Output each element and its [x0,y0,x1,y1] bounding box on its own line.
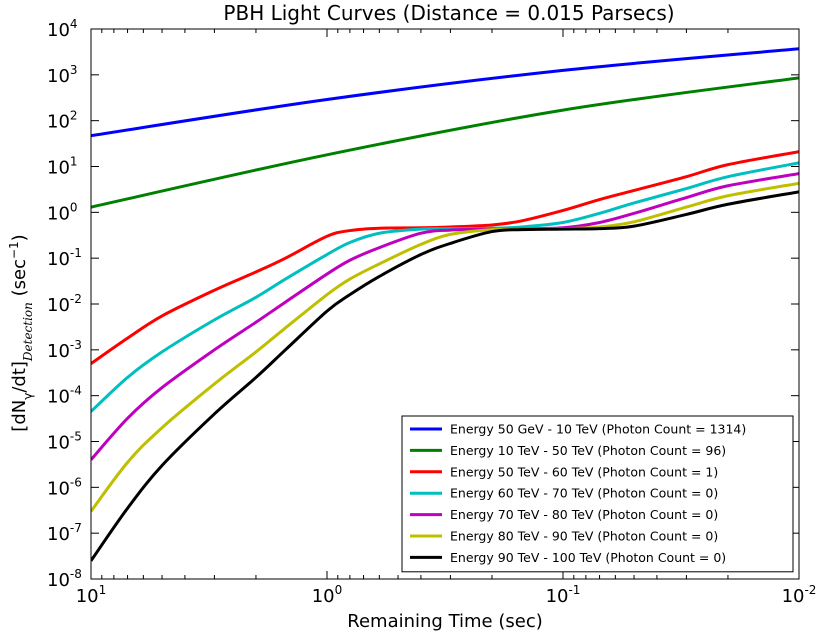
legend-label: Energy 80 TeV - 90 TeV (Photon Count = 0… [450,529,718,544]
chart-title: PBH Light Curves (Distance = 0.015 Parse… [223,1,674,25]
y-tick-label: 104 [47,17,78,41]
y-tick-exp: -1 [70,246,82,260]
y-tick-base: 10 [47,158,70,179]
y-tick-base: 10 [47,341,70,362]
y-tick-label: 10-7 [47,521,82,545]
y-tick-label: 10-4 [47,384,82,408]
y-tick-exp: 2 [70,109,78,123]
series-line-4 [91,161,799,413]
plot-lines [91,47,799,562]
y-tick-exp: -5 [70,430,82,444]
series-line-6 [91,181,799,513]
y-tick-base: 10 [47,524,70,545]
y-tick-base: 10 [47,203,70,224]
y-tick-label: 101 [47,155,78,179]
y-tick-label: 10-5 [47,430,82,454]
x-tick-base: 10 [312,586,335,607]
y-tick-base: 10 [47,295,70,316]
y-tick-exp: -4 [70,384,82,398]
y-label-sub-gamma: γ [21,393,35,400]
series-line-5 [91,172,799,461]
y-tick-base: 10 [47,478,70,499]
y-tick-base: 10 [47,249,70,270]
legend: Energy 50 GeV - 10 TeV (Photon Count = 1… [401,415,794,573]
y-tick-base: 10 [47,20,70,41]
y-tick-exp: 4 [70,17,78,31]
series-line-7 [91,190,799,562]
x-tick-base: 10 [546,586,569,607]
x-tick-exp: 1 [99,583,107,597]
x-tick-label: 10-2 [782,583,816,607]
legend-label: Energy 70 TeV - 80 TeV (Photon Count = 0… [450,507,718,522]
x-tick-exp: 0 [335,583,343,597]
y-tick-base: 10 [47,66,70,87]
legend-label: Energy 60 TeV - 70 TeV (Photon Count = 0… [450,486,718,501]
y-axis-label: [dNγ/dt]Detection (sec−1) [7,234,35,431]
y-tick-base: 10 [47,387,70,408]
legend-box [401,415,794,573]
x-tick-base: 10 [782,586,805,607]
y-tick-label: 10-8 [47,567,82,591]
y-tick-exp: -6 [70,475,82,489]
series-line-1 [91,47,799,138]
y-label-main: [dN [9,400,30,432]
legend-label: Energy 10 TeV - 50 TeV (Photon Count = 9… [450,443,726,458]
y-tick-base: 10 [47,570,70,591]
y-label-mid: /dt] [9,361,30,393]
x-tick-label: 101 [76,583,107,607]
x-axis-label: Remaining Time (sec) [347,611,542,632]
legend-label: Energy 90 TeV - 100 TeV (Photon Count = … [450,550,726,565]
y-tick-label: 10-2 [47,292,82,316]
y-tick-label: 103 [47,63,78,87]
tick-labels: 101 100 10-1 10-210410310210110010-110-210-… [47,17,816,607]
y-tick-label: 102 [47,109,78,133]
y-tick-exp: -2 [70,292,82,306]
y-tick-exp: -3 [70,338,82,352]
x-tick-label: 100 [312,583,343,607]
x-tick-label: 10-1 [546,583,581,607]
y-tick-exp: 1 [70,155,78,169]
y-label-close: ) [9,234,30,241]
y-tick-label: 10-1 [47,246,82,270]
x-tick-exp: -2 [804,583,816,597]
y-tick-label: 10-3 [47,338,82,362]
y-tick-exp: 3 [70,63,78,77]
y-tick-exp: 0 [70,200,78,214]
y-label-unit-exp: −1 [7,241,21,259]
x-tick-exp: -1 [568,583,580,597]
y-label-unit: (sec [9,259,30,302]
y-tick-label: 100 [47,200,78,224]
y-tick-exp: -8 [70,567,82,581]
y-tick-label: 10-6 [47,475,82,499]
legend-label: Energy 50 GeV - 10 TeV (Photon Count = 1… [450,422,746,437]
y-tick-base: 10 [47,433,70,454]
series-line-2 [91,76,799,209]
y-label-sub-detection: Detection [21,302,35,362]
x-tick-base: 10 [76,586,99,607]
ticks [90,28,800,580]
y-tick-base: 10 [47,112,70,133]
legend-label: Energy 50 TeV - 60 TeV (Photon Count = 1… [450,464,718,479]
y-tick-exp: -7 [70,521,82,535]
